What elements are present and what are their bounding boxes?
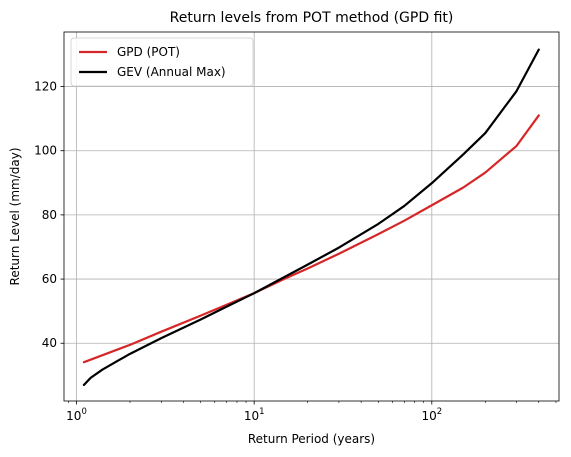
series-line-0 bbox=[82, 114, 540, 364]
y-tick-label: 100 bbox=[34, 144, 57, 158]
x-axis-label: Return Period (years) bbox=[248, 432, 375, 446]
y-tick-label: 60 bbox=[42, 272, 57, 286]
y-tick-label: 40 bbox=[42, 336, 57, 350]
y-tick-label: 80 bbox=[42, 208, 57, 222]
legend-entry: GEV (Annual Max) bbox=[117, 65, 226, 79]
x-tick-label: 102 bbox=[421, 407, 442, 423]
x-tick-label: 100 bbox=[66, 407, 87, 423]
plot-frame bbox=[63, 31, 560, 402]
legend-entry: GPD (POT) bbox=[117, 45, 180, 59]
series-layer bbox=[82, 48, 540, 387]
grid bbox=[64, 32, 559, 401]
ticks: 100 101 102 40 60 80 100 120 bbox=[34, 80, 557, 423]
y-tick-label: 120 bbox=[34, 80, 57, 94]
chart-title: Return levels from POT method (GPD fit) bbox=[170, 10, 454, 26]
series-line-1 bbox=[82, 48, 540, 387]
legend-box bbox=[70, 37, 254, 87]
x-tick-label: 101 bbox=[244, 407, 265, 423]
y-axis-label: Return Level (mm/day) bbox=[8, 148, 22, 286]
legend: GPD (POT) GEV (Annual Max) bbox=[70, 37, 254, 87]
